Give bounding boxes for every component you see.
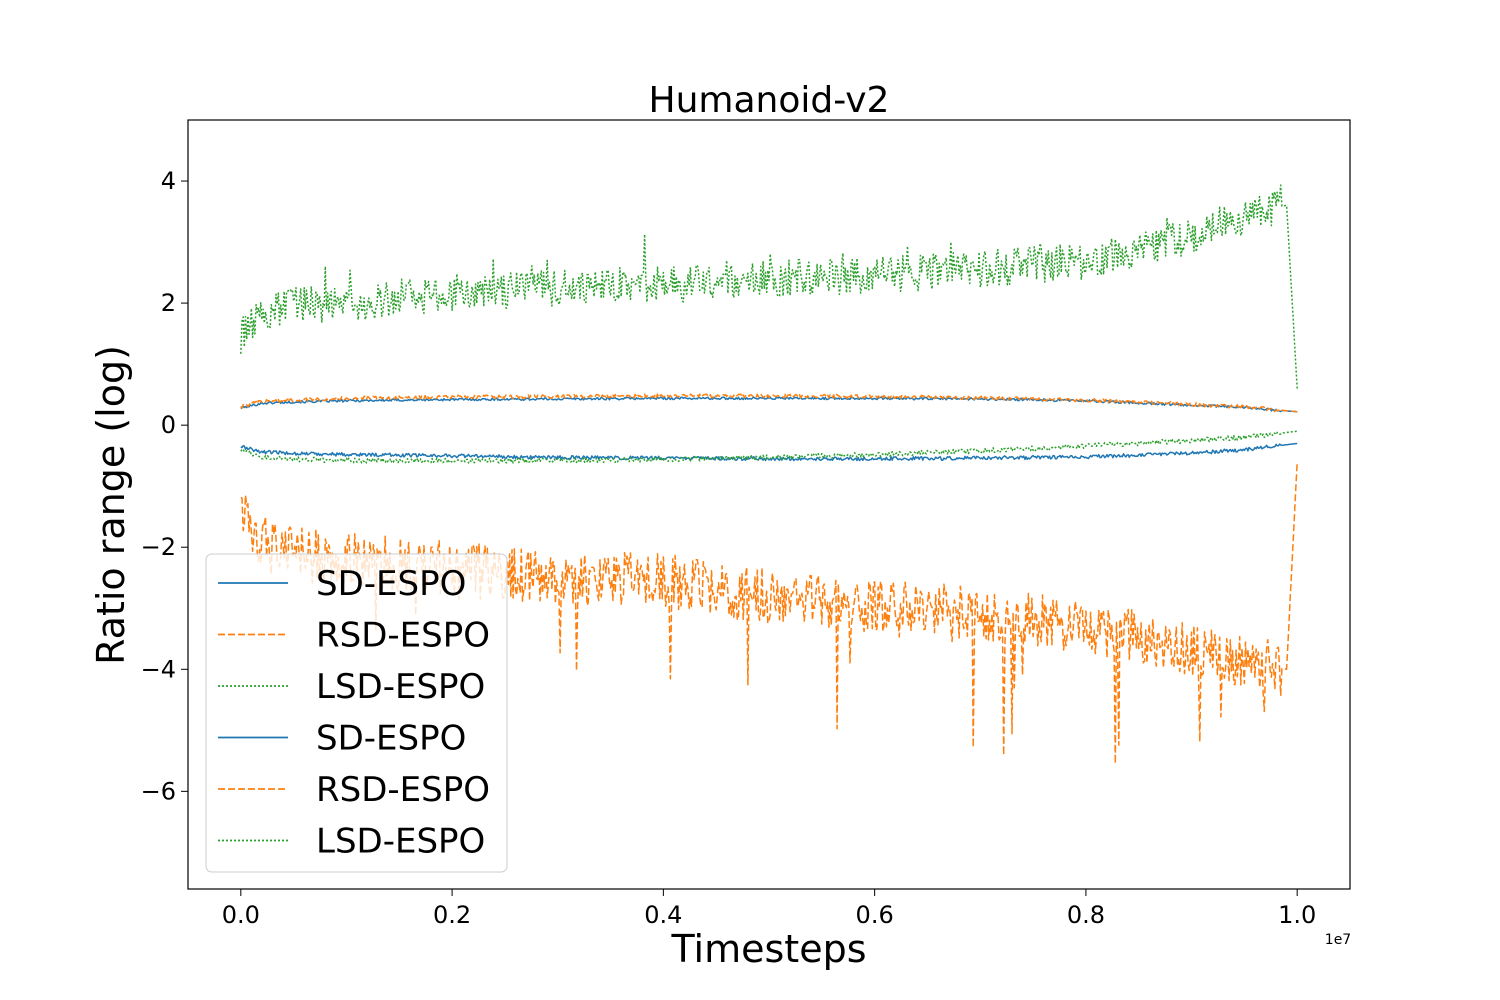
- series-line-lsd-espo-upper: [240, 184, 1298, 389]
- x-tick-label: 0.2: [433, 901, 471, 929]
- series-line-sd-espo-lower: [240, 442, 1298, 462]
- legend-box: [205, 553, 508, 873]
- y-axis: 4 2 0 −2 −4 −6: [141, 167, 188, 805]
- y-tick-label: −2: [141, 533, 176, 561]
- y-tick-label: 2: [161, 289, 176, 317]
- x-tick-label: 0.4: [644, 901, 682, 929]
- x-tick-label: 0.6: [856, 901, 894, 929]
- chart-title: Humanoid-v2: [649, 80, 890, 121]
- y-tick-label: 4: [161, 167, 176, 195]
- y-tick-label: 0: [161, 411, 176, 439]
- legend: SD-ESPO RSD-ESPO LSD-ESPO SD-ESPO RSD-ESPO LS…: [205, 553, 508, 873]
- x-tick-label: 0.8: [1067, 901, 1105, 929]
- axes-frame: [187, 119, 1351, 890]
- legend-label: RSD-ESPO: [316, 770, 490, 810]
- legend-label: SD-ESPO: [316, 719, 466, 759]
- series-line-lsd-espo-lower: [240, 430, 1298, 464]
- x-axis: 0.0 0.2 0.4 0.6 0.8 1.0: [222, 889, 1316, 929]
- x-axis-label: Timesteps: [671, 927, 867, 971]
- legend-label: LSD-ESPO: [316, 667, 485, 707]
- x-tick-label: 1.0: [1278, 901, 1316, 929]
- legend-label: RSD-ESPO: [316, 616, 490, 656]
- legend-label: SD-ESPO: [316, 564, 466, 604]
- y-tick-label: −6: [141, 777, 176, 805]
- x-axis-offset-label: 1e7: [1325, 932, 1351, 948]
- y-axis-label: Ratio range (log): [89, 345, 133, 665]
- legend-label: LSD-ESPO: [316, 822, 485, 862]
- series-line-rsd-espo-upper: [240, 393, 1298, 413]
- y-tick-label: −4: [141, 655, 176, 683]
- x-tick-label: 0.0: [222, 901, 260, 929]
